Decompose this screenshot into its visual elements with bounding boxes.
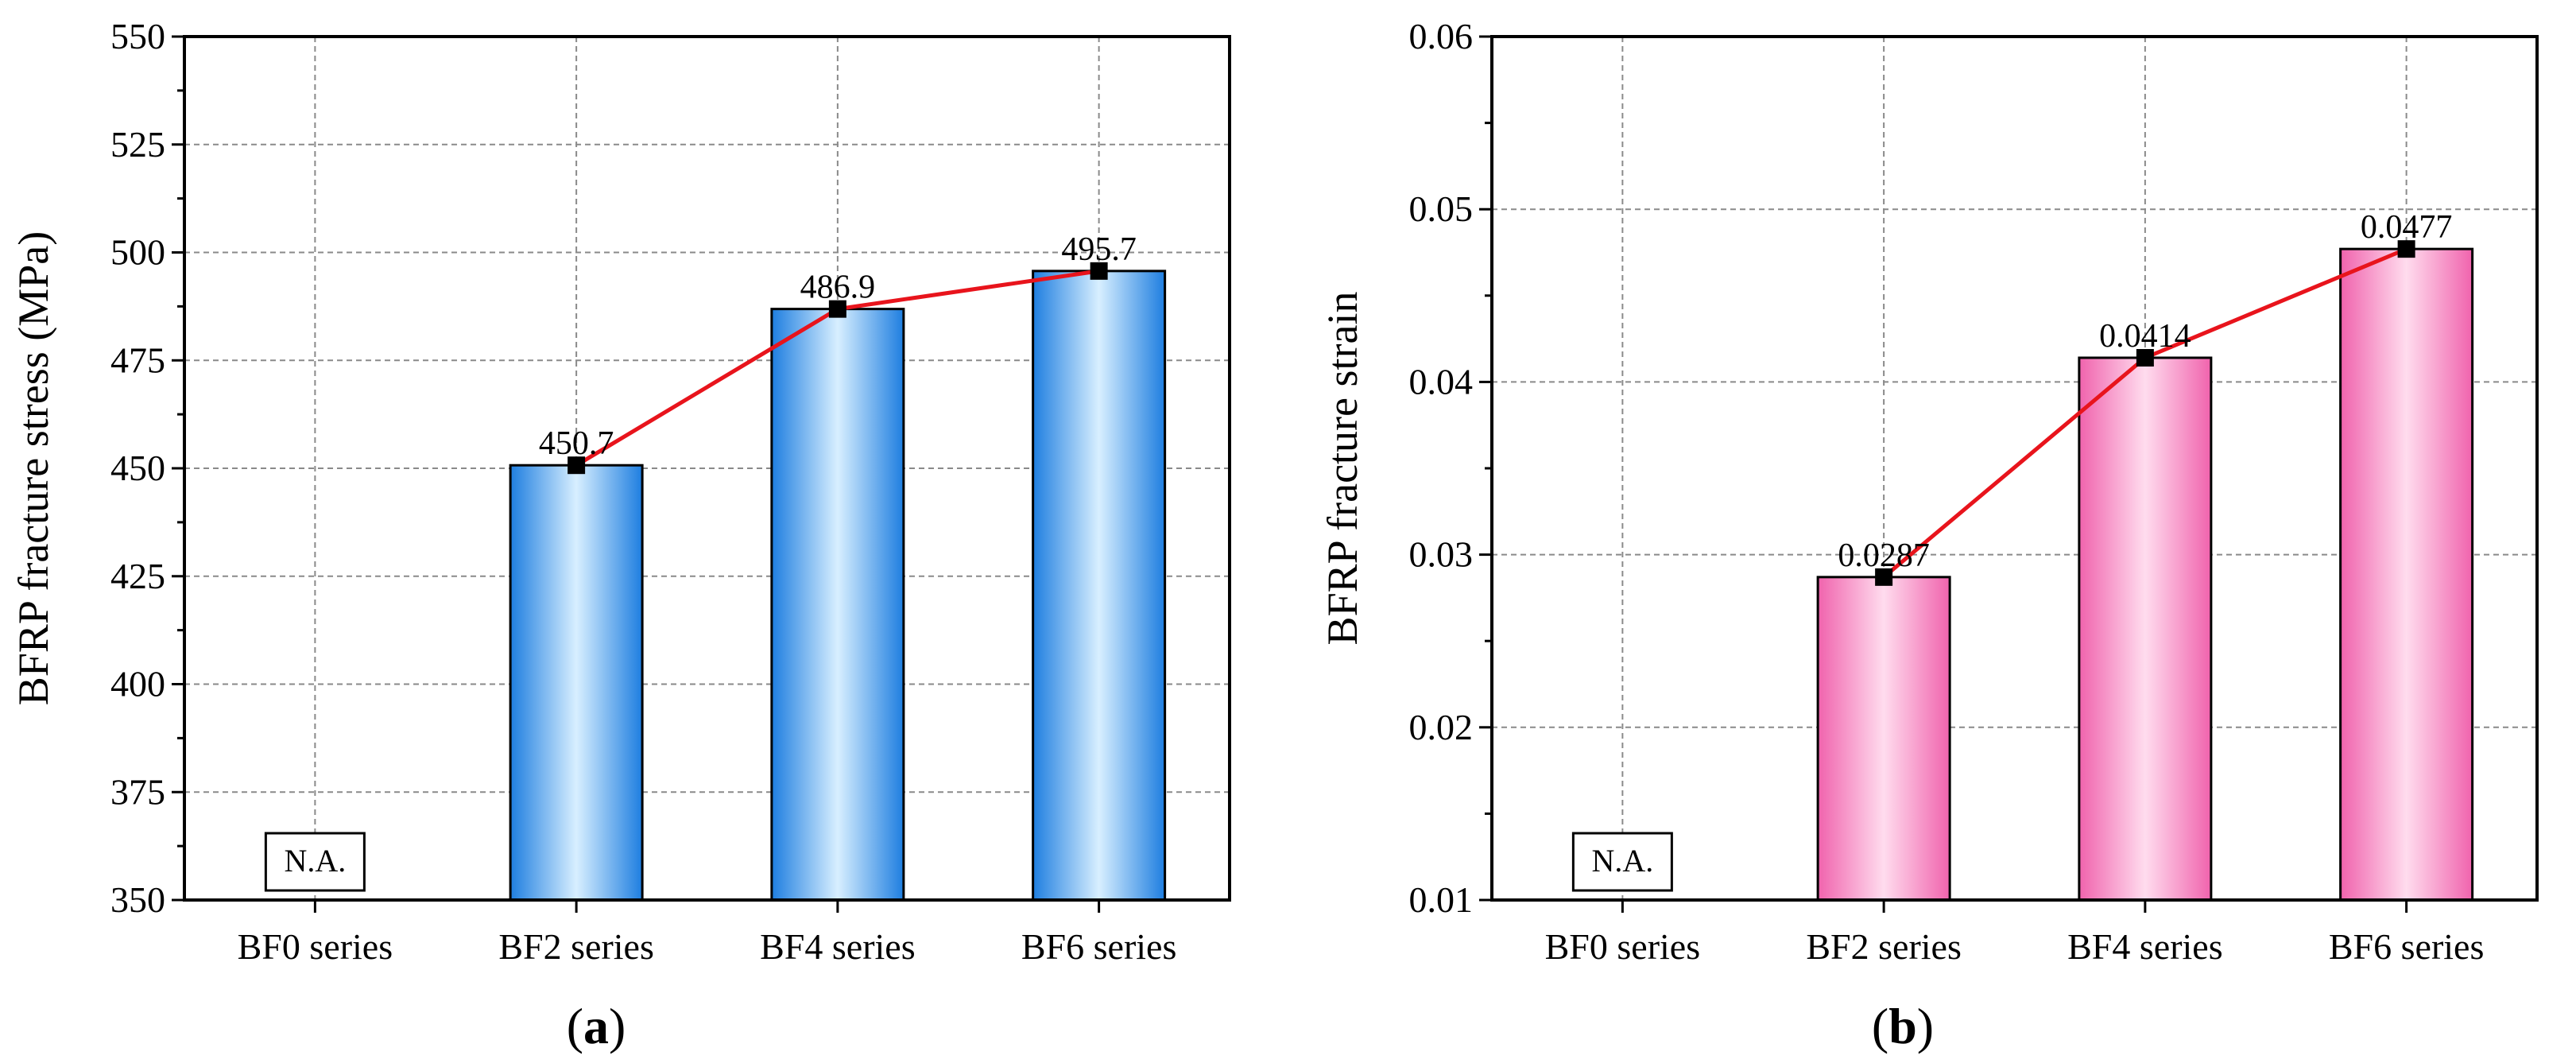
y-axis: 0.01 0.02 0.03 0.04 0.05 0.06	[1409, 16, 1492, 920]
x-tick-label: BF4 series	[2067, 926, 2223, 967]
y-tick-label: 475	[110, 339, 165, 380]
na-box	[1571, 832, 1673, 892]
panel-label: (b)	[1872, 998, 1934, 1054]
bar-bf2-series	[509, 464, 644, 902]
na-box	[264, 832, 366, 892]
bar-bf6-series	[2339, 247, 2474, 902]
y-tick-label: 450	[110, 448, 165, 488]
x-tick-label: BF6 series	[2329, 926, 2485, 967]
bar-bf2-series	[1816, 576, 1951, 902]
bar-bf4-series	[770, 308, 905, 902]
y-tick-label: 0.04	[1409, 361, 1474, 402]
data-point-marker	[2397, 240, 2415, 258]
panel-b-chart: N.A.0.02870.04140.04770.010.020.030.040.…	[1319, 16, 2539, 1054]
y-axis: 350 375 400 425 450 475 500 525 550	[110, 16, 184, 920]
data-point-marker	[1090, 262, 1108, 280]
y-tick-label: 0.05	[1409, 188, 1474, 229]
bar-bf6-series	[1032, 270, 1167, 902]
data-point-marker	[567, 456, 586, 475]
y-tick-label: 0.06	[1409, 16, 1474, 56]
na-label: N.A.	[284, 843, 346, 879]
x-tick-label: BF0 series	[238, 926, 393, 967]
x-tick-label: BF6 series	[1021, 926, 1177, 967]
x-tick-label: BF4 series	[760, 926, 916, 967]
na-label: N.A.	[1591, 843, 1653, 879]
y-tick-label: 0.03	[1409, 534, 1474, 575]
data-point-marker	[828, 300, 846, 318]
x-tick-label: BF0 series	[1545, 926, 1701, 967]
y-axis-label: BFRP fracture stress (MPa)	[10, 231, 57, 705]
data-point-marker	[2136, 348, 2154, 367]
value-label: 0.0287	[1838, 537, 1930, 574]
y-tick-label: 550	[110, 16, 165, 56]
y-tick-label: 525	[110, 124, 165, 165]
value-label: 0.0477	[2361, 209, 2453, 246]
value-label: 495.7	[1061, 231, 1137, 268]
x-axis: BF0 series BF2 series BF4 series BF6 series	[1545, 900, 2485, 967]
y-tick-label: 0.01	[1409, 879, 1474, 920]
x-tick-label: BF2 series	[498, 926, 654, 967]
y-axis-label: BFRP fracture strain	[1319, 292, 1366, 646]
bars	[1816, 247, 2474, 902]
panel-a-chart: N.A. 450.7 486.9 495.7 350 375 400 425 450 475 500…	[10, 16, 1231, 1054]
y-tick-label: 350	[110, 879, 165, 920]
y-tick-label: 400	[110, 664, 165, 704]
x-axis: BF0 series BF2 series BF4 series BF6 series	[238, 900, 1177, 967]
value-label: 486.9	[800, 270, 876, 306]
y-tick-label: 500	[110, 232, 165, 273]
x-tick-label: BF2 series	[1806, 926, 1962, 967]
y-tick-label: 0.02	[1409, 707, 1474, 747]
value-label: 0.0414	[2099, 318, 2191, 355]
data-point-marker	[1875, 568, 1893, 586]
panel-label: (a)	[567, 998, 626, 1054]
bar-bf4-series	[2078, 356, 2213, 902]
value-label: 450.7	[539, 425, 614, 462]
y-tick-label: 425	[110, 556, 165, 596]
y-tick-label: 375	[110, 771, 165, 812]
bars	[509, 270, 1167, 902]
